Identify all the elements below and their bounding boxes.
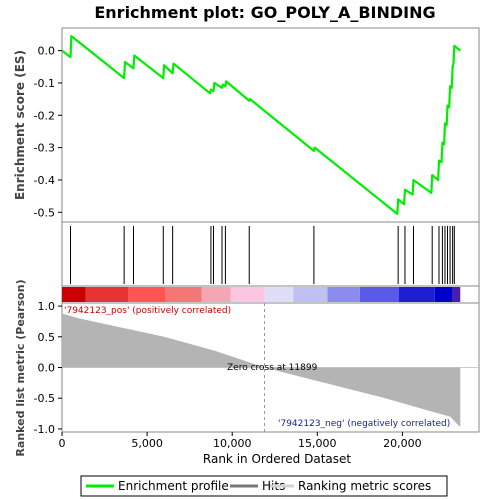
es-panel-frame bbox=[61, 27, 480, 223]
es-y-tick-label: -0.3 bbox=[34, 142, 55, 155]
colorbar-segment bbox=[293, 287, 328, 302]
colorbar-segment bbox=[165, 287, 202, 302]
es-y-tick-label: -0.5 bbox=[34, 206, 55, 219]
chart-title: Enrichment plot: GO_POLY_A_BINDING bbox=[94, 3, 435, 22]
colorbar-segment bbox=[359, 287, 400, 302]
neg-label: '7942123_neg' (negatively correlated) bbox=[278, 419, 450, 429]
legend: Enrichment profile Hits Ranking metric s… bbox=[80, 475, 448, 497]
x-ticks: 0 5,000 10,000 15,000 20,000 bbox=[59, 432, 422, 450]
colorbar-segment bbox=[434, 287, 453, 302]
legend-metric-label: Ranking metric scores bbox=[298, 479, 431, 493]
ranking-metric-area bbox=[62, 313, 461, 428]
es-y-tick-label: -0.2 bbox=[34, 109, 55, 122]
enrichment-profile-line bbox=[61, 34, 461, 216]
es-y-tick-label: 0.0 bbox=[38, 45, 56, 58]
legend-frame bbox=[80, 475, 448, 497]
es-y-tick-label: -0.1 bbox=[34, 77, 55, 90]
colorbar-segment bbox=[128, 287, 166, 302]
metric-area bbox=[62, 303, 479, 432]
colorbar-segment bbox=[62, 287, 86, 302]
x-tick-label: 0 bbox=[59, 437, 66, 450]
colorbar-segment bbox=[201, 287, 231, 302]
x-tick-label: 20,000 bbox=[383, 437, 422, 450]
colorbar-segment bbox=[452, 287, 461, 302]
colorbar-segment bbox=[327, 287, 360, 302]
metric-y-tick-label: 0.0 bbox=[38, 362, 56, 375]
colorbar-segment bbox=[85, 287, 129, 302]
es-y-axis-label: Enrichment score (ES) bbox=[13, 50, 27, 200]
metric-y-tick-label: -1.0 bbox=[34, 423, 55, 436]
x-axis-label: Rank in Ordered Dataset bbox=[203, 452, 351, 466]
hits-marks bbox=[70, 226, 455, 284]
ranking-colorbar bbox=[62, 287, 461, 302]
hits-panel-frame bbox=[61, 221, 480, 287]
x-tick-label: 10,000 bbox=[213, 437, 252, 450]
legend-enrichment-label: Enrichment profile bbox=[118, 479, 229, 493]
metric-y-tick-label: 0.5 bbox=[38, 331, 56, 344]
colorbar-segment bbox=[399, 287, 435, 302]
metric-y-tick-label: -0.5 bbox=[34, 392, 55, 405]
metric-y-axis-label: Ranked list metric (Pearson) bbox=[14, 279, 27, 456]
zero-cross-label: Zero cross at 11899 bbox=[227, 363, 318, 373]
colorbar-segment bbox=[230, 287, 265, 302]
pos-label: '7942123_pos' (positively correlated) bbox=[64, 306, 231, 316]
enrichment-profile-series bbox=[61, 34, 461, 216]
es-y-tick-label: -0.4 bbox=[34, 174, 55, 187]
x-tick-label: 15,000 bbox=[298, 437, 337, 450]
x-tick-label: 5,000 bbox=[131, 437, 163, 450]
colorbar-segment bbox=[264, 287, 294, 302]
metric-y-ticks: 1.0 0.5 0.0 -0.5 -1.0 bbox=[34, 300, 62, 436]
metric-y-tick-label: 1.0 bbox=[38, 300, 56, 313]
es-y-ticks: 0.0 -0.1 -0.2 -0.3 -0.4 -0.5 bbox=[34, 45, 62, 219]
